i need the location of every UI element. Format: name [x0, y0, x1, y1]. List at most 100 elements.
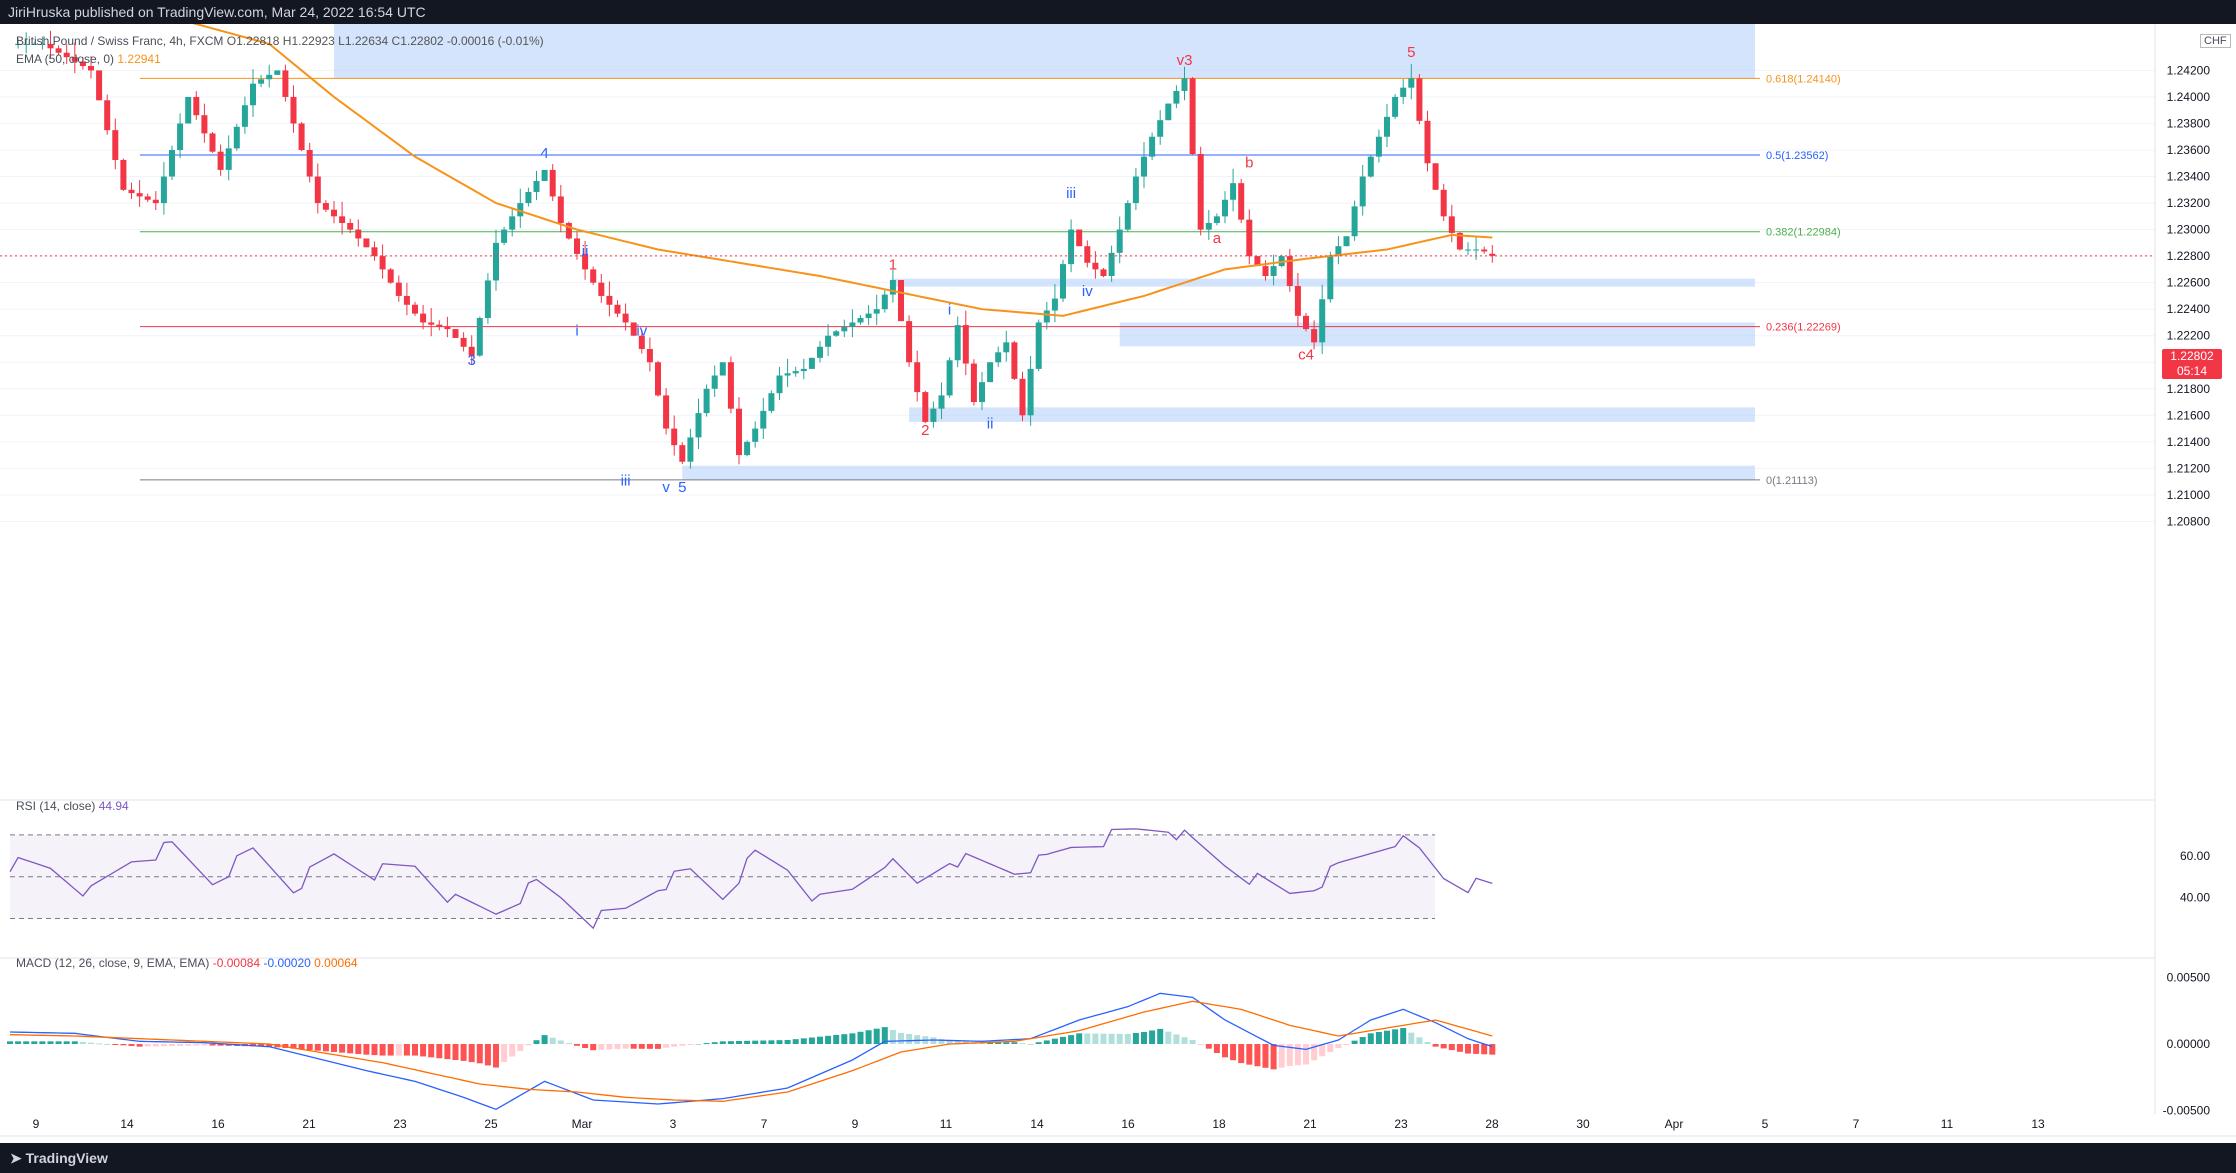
- wave-label-15: b: [1245, 154, 1253, 171]
- candle-body-9: [79, 61, 86, 67]
- candle-body-60: [493, 242, 499, 281]
- candle-body-162: [1319, 299, 1326, 343]
- candle-body-19: [160, 176, 167, 204]
- macd-hist-148: [1205, 1044, 1212, 1049]
- macd-hist-10: [88, 1042, 94, 1044]
- macd-label: MACD (12, 26, close, 9, EMA, EMA): [16, 956, 210, 970]
- candle-body-100: [817, 346, 823, 358]
- candle-body-142: [1157, 120, 1164, 137]
- candle-body-7: [63, 52, 70, 58]
- candle-body-143: [1165, 103, 1172, 121]
- macd-hist-174: [1416, 1037, 1423, 1044]
- macd-hist-85: [695, 1044, 702, 1045]
- candle-body-24: [201, 115, 208, 134]
- candle-body-44: [363, 238, 370, 248]
- candle-body-61: [501, 229, 508, 243]
- fib-label-0: 0(1.21113): [1766, 475, 1818, 487]
- candle-body-161: [1311, 329, 1318, 343]
- candle-body-167: [1359, 176, 1366, 207]
- time-tick-2: 16: [211, 1117, 225, 1131]
- ema-legend[interactable]: EMA (50, close, 0) 1.22941: [16, 52, 161, 66]
- candle-body-130: [1060, 264, 1066, 299]
- symbol-legend[interactable]: British Pound / Swiss Franc, 4h, FXCM O1…: [16, 34, 544, 48]
- time-tick-15: 23: [1394, 1117, 1408, 1131]
- candle-body-181: [1473, 249, 1480, 251]
- macd-hist-53: [436, 1044, 443, 1059]
- macd-hist-175: [1424, 1042, 1431, 1044]
- price-axis[interactable]: 1.20800 1.21000 1.21200 1.21400 1.21600 1.218…: [2154, 24, 2211, 1114]
- candle-body-28: [233, 126, 240, 149]
- wave-label-2: i: [575, 323, 578, 340]
- time-tick-13: 18: [1212, 1117, 1226, 1131]
- macd-hist-82: [671, 1044, 678, 1047]
- candle-body-87: [711, 375, 718, 389]
- candle-body-72: [590, 269, 597, 283]
- macd-hist-180: [1465, 1044, 1471, 1054]
- macd-hist-124: [1011, 1042, 1018, 1044]
- candle-body-120: [979, 382, 985, 403]
- macd-hist-125: [1019, 1043, 1026, 1045]
- macd-hist-66: [541, 1035, 548, 1044]
- candle-body-102: [833, 331, 840, 336]
- candle-body-15: [128, 189, 135, 194]
- macd-hist-81: [663, 1044, 670, 1048]
- rsi-pane: 60.00 40.00: [0, 799, 2210, 930]
- macd-legend[interactable]: MACD (12, 26, close, 9, EMA, EMA) -0.000…: [16, 956, 358, 970]
- macd-hist-73: [598, 1044, 605, 1050]
- chart-background: [0, 24, 2236, 1143]
- wave-label-8: 1: [889, 256, 897, 273]
- candle-body-32: [266, 74, 273, 80]
- time-axis[interactable]: 9 14 16 21 23 25 Mar 3 7 9 11 14 16 18 21 23 28 30 Apr 5 7 11…: [0, 1117, 2236, 1137]
- macd-hist-34: [282, 1044, 289, 1048]
- wave-label-1: 4: [540, 145, 548, 162]
- candle-body-71: [582, 253, 589, 270]
- macd-hist-8: [71, 1041, 78, 1044]
- candle-body-182: [1481, 249, 1488, 252]
- macd-hist-40: [331, 1044, 337, 1052]
- time-tick-21: 11: [1941, 1117, 1954, 1131]
- macd-hist-130: [1060, 1036, 1066, 1044]
- candle-body-69: [565, 222, 572, 239]
- candle-body-138: [1124, 203, 1131, 230]
- candle-body-94: [768, 393, 775, 411]
- macd-hist-50: [412, 1044, 418, 1056]
- candle-body-64: [525, 192, 532, 204]
- macd-hist-96: [784, 1040, 791, 1044]
- candle-body-33: [274, 70, 281, 75]
- time-tick-19: 5: [1762, 1117, 1769, 1131]
- time-tick-4: 23: [393, 1117, 407, 1131]
- macd-hist-56: [460, 1044, 467, 1061]
- macd-hist-65: [533, 1040, 540, 1044]
- candle-body-27: [225, 148, 232, 170]
- price-tick-2: 1.21200: [2167, 461, 2211, 475]
- macd-hist-39: [322, 1044, 329, 1052]
- macd-hist-138: [1124, 1034, 1131, 1044]
- macd-hist-27: [225, 1044, 232, 1046]
- time-tick-5: 25: [484, 1117, 498, 1131]
- candle-body-175: [1424, 120, 1431, 164]
- rsi-legend[interactable]: RSI (14, close) 44.94: [16, 799, 129, 813]
- candle-body-177: [1440, 189, 1447, 217]
- macd-hist-60: [493, 1044, 499, 1068]
- macd-value-hist: -0.00084: [212, 956, 261, 970]
- candle-body-55: [452, 329, 459, 338]
- candle-body-89: [727, 362, 734, 409]
- macd-hist-167: [1359, 1037, 1366, 1044]
- time-tick-6: Mar: [572, 1117, 593, 1131]
- chart-canvas[interactable]: 0.618(1.24140) 0.5(1.23562) 0.382(1.22984)…: [0, 24, 2236, 1143]
- candle-body-156: [1270, 266, 1277, 277]
- macd-hist-89: [727, 1041, 734, 1044]
- macd-hist-105: [857, 1031, 864, 1044]
- macd-hist-104: [849, 1033, 856, 1044]
- macd-tick-2: -0.00500: [2163, 1104, 2211, 1118]
- candle-body-131: [1068, 229, 1075, 265]
- macd-hist-152: [1238, 1044, 1245, 1064]
- candle-body-86: [703, 388, 710, 414]
- time-tick-17: 30: [1576, 1117, 1590, 1131]
- candle-body-73: [598, 282, 605, 296]
- macd-hist-149: [1213, 1044, 1220, 1053]
- macd-hist-162: [1319, 1044, 1326, 1057]
- wave-label-13: iv: [1082, 283, 1093, 300]
- candle-body-158: [1286, 256, 1293, 286]
